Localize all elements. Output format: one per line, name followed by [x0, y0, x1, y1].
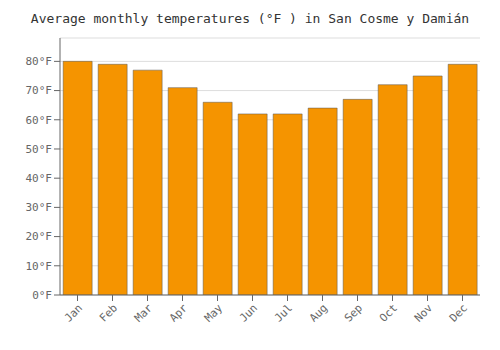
- svg-text:Apr: Apr: [167, 301, 191, 325]
- svg-text:Sep: Sep: [342, 301, 365, 324]
- svg-text:Oct: Oct: [377, 301, 400, 324]
- svg-text:Jul: Jul: [272, 301, 295, 324]
- svg-text:30°F: 30°F: [26, 201, 53, 214]
- svg-text:40°F: 40°F: [26, 172, 53, 185]
- svg-text:Mar: Mar: [132, 301, 156, 325]
- svg-text:May: May: [202, 301, 226, 325]
- svg-text:Dec: Dec: [447, 301, 470, 324]
- svg-text:50°F: 50°F: [26, 143, 53, 156]
- svg-text:20°F: 20°F: [26, 230, 53, 243]
- svg-text:0°F: 0°F: [32, 289, 52, 302]
- svg-text:Aug: Aug: [307, 301, 330, 324]
- svg-text:70°F: 70°F: [26, 84, 53, 97]
- svg-text:Jan: Jan: [62, 301, 85, 324]
- svg-text:80°F: 80°F: [26, 55, 53, 68]
- svg-text:10°F: 10°F: [26, 260, 53, 273]
- svg-text:Nov: Nov: [412, 301, 436, 325]
- svg-text:Jun: Jun: [237, 301, 260, 324]
- html-text:Average monthly temperatures (: Average monthly temperatures (°F ) in Sa…: [30, 11, 470, 26]
- svg-text:60°F: 60°F: [26, 114, 53, 127]
- svg-text:Feb: Feb: [97, 301, 120, 324]
